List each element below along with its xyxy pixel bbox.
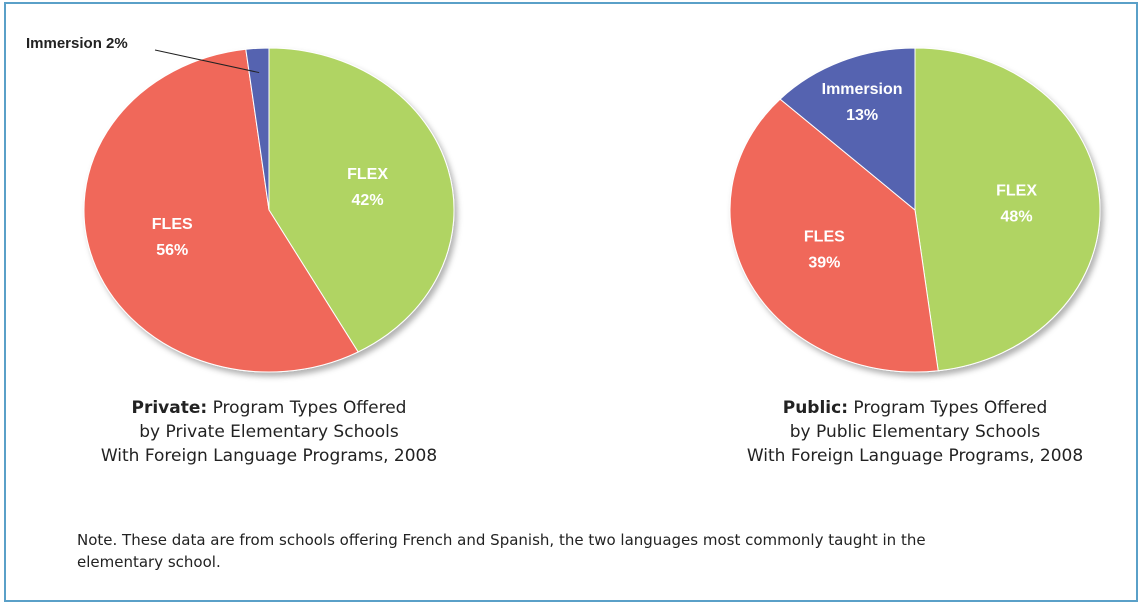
caption: With Foreign Language Programs, 2008 (101, 446, 437, 466)
slice-value: 13% (846, 107, 878, 124)
slice-category: FLES (804, 229, 845, 246)
slice-category: Immersion (822, 81, 903, 98)
pie-slice (729, 98, 939, 373)
note: Note. These data are from schools offeri… (77, 531, 926, 571)
slice-category: FLES (152, 216, 193, 233)
slice-value: 56% (156, 242, 188, 259)
caption-line: Program Types Offered (213, 398, 407, 418)
caption: Public: Program Types Offered (783, 398, 1048, 418)
caption-line: With Foreign Language Programs, 2008 (101, 446, 437, 466)
slice-value: 2% (106, 35, 128, 52)
caption-lead: Private: (132, 398, 208, 418)
slice-label: Immersion 2% (26, 35, 128, 52)
caption: by Public Elementary Schools (790, 422, 1041, 442)
slice-value: 42% (352, 192, 384, 209)
pie-slice (914, 47, 1101, 372)
caption: With Foreign Language Programs, 2008 (747, 446, 1083, 466)
caption-line: by Private Elementary Schools (139, 422, 399, 442)
charts: FLEX 42% FLES 56% Immersion 2% Private: Progr… (26, 35, 1101, 466)
pie (83, 47, 455, 373)
caption-line: With Foreign Language Programs, 2008 (747, 446, 1083, 466)
pie-slice (268, 47, 455, 353)
slice-category: Immersion (26, 35, 102, 52)
caption-lead: Public: (783, 398, 848, 418)
caption: Private: Program Types Offered (132, 398, 407, 418)
pie-slice (779, 47, 916, 212)
leader-line (154, 49, 260, 74)
caption-line: by Public Elementary Schools (790, 422, 1041, 442)
slice-value: 48% (1001, 209, 1033, 226)
caption-line: Program Types Offered (853, 398, 1047, 418)
slice-category: FLEX (347, 166, 388, 183)
pie (729, 47, 1101, 373)
caption: by Private Elementary Schools (139, 422, 399, 442)
pie-slice (245, 47, 270, 211)
slice-value: 39% (808, 255, 840, 272)
pie-slice (83, 48, 359, 373)
slice-category: FLEX (996, 183, 1037, 200)
